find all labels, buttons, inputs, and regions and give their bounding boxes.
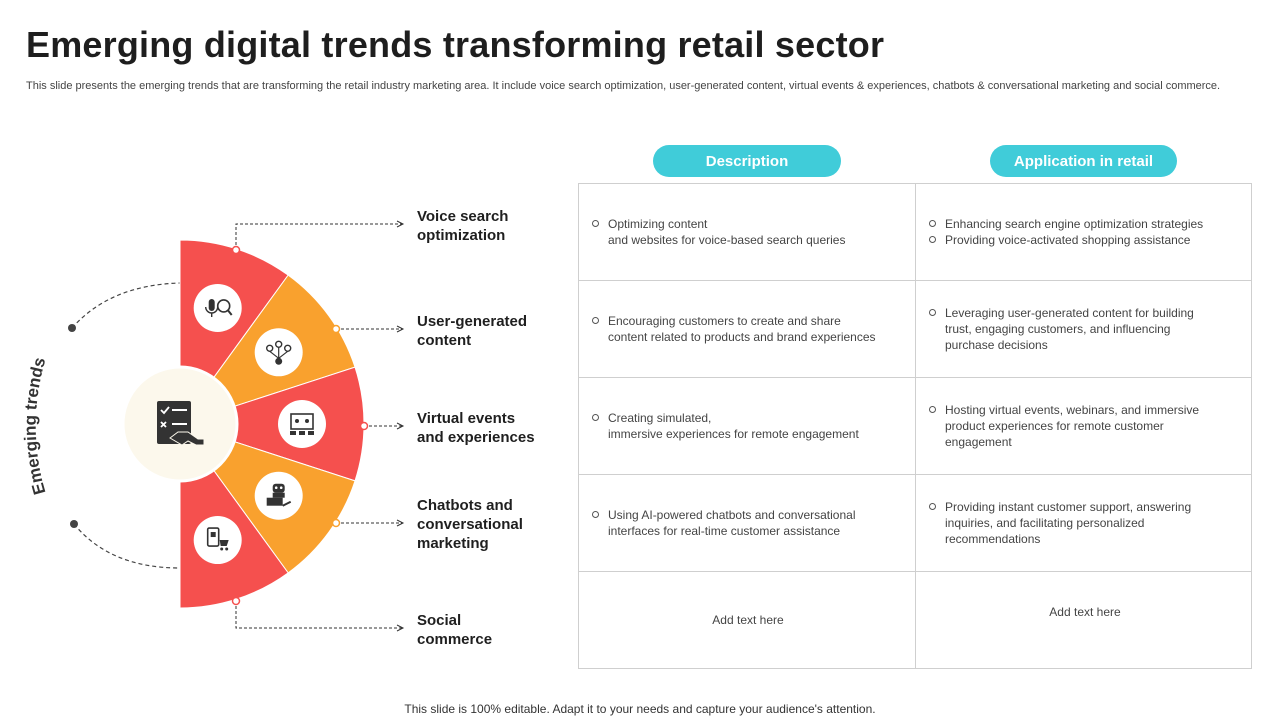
table-cell-application-placeholder[interactable]: Add text here [916, 564, 1252, 660]
connector-line [235, 223, 402, 250]
user-network-icon [266, 340, 292, 365]
lower-dashed-arc [73, 523, 181, 569]
slide-footer: This slide is 100% editable. Adapt it to… [404, 702, 876, 716]
table-cell-application: Enhancing search engine optimization str… [916, 184, 1252, 280]
table-cell-description: Using AI-powered chatbots and conversati… [579, 475, 915, 571]
table-cell-application: Hosting virtual events, webinars, and im… [916, 378, 1252, 474]
lower-arc-dot [70, 520, 78, 528]
bullet-text: Providing instant customer support, answ… [928, 499, 1242, 547]
connector-arrowhead [396, 220, 405, 228]
virtual-event-icon [290, 413, 314, 435]
connector-dot [359, 421, 369, 431]
connector-arrowhead [396, 422, 405, 430]
connector-dot [231, 596, 241, 606]
description-header: Description [653, 145, 841, 177]
connector-arrowhead [396, 624, 405, 632]
trend-connectors [231, 220, 405, 632]
bullet-text: Optimizing content and websites for voic… [591, 216, 905, 248]
table-cell-description-placeholder[interactable]: Add text here [579, 572, 915, 668]
trend-label-virtual-events: Virtual events and experiences [417, 410, 535, 446]
trends-diagram: Emerging trends [21, 220, 405, 632]
bullet-text: Creating simulated, immersive experience… [591, 410, 905, 442]
emerging-trends-label: Emerging trends [21, 355, 50, 496]
slide-subtitle: This slide presents the emerging trends … [26, 80, 1221, 92]
table-cell-application: Providing instant customer support, answ… [916, 475, 1252, 571]
upper-dashed-arc [71, 282, 181, 329]
bullet-text: Leveraging user-generated content for bu… [928, 305, 1242, 353]
connector-arrowhead [396, 325, 405, 333]
table-cell-application: Leveraging user-generated content for bu… [916, 281, 1252, 377]
table-row-divider [578, 571, 1252, 572]
chatbot-icon [266, 483, 292, 507]
voice-search-icon [205, 298, 233, 317]
social-shop-icon [206, 527, 229, 551]
table-cell-description: Creating simulated, immersive experience… [579, 378, 915, 474]
placeholder-text[interactable]: Add text here [1049, 605, 1121, 619]
table-cell-description: Encouraging customers to create and shar… [579, 281, 915, 377]
table-cell-description: Optimizing content and websites for voic… [579, 184, 915, 280]
connector-arrowhead [396, 519, 405, 527]
table-row-divider [578, 377, 1252, 378]
bullet-text: Enhancing search engine optimization str… [928, 216, 1242, 232]
bullet-text: Providing voice-activated shopping assis… [928, 232, 1242, 248]
trend-label-user-generated: User-generated content [417, 313, 528, 349]
application-header: Application in retail [990, 145, 1177, 177]
upper-arc-dot [68, 324, 76, 332]
connector-dot [331, 324, 341, 334]
table-row-divider [578, 280, 1252, 281]
connector-line [235, 601, 402, 629]
connector-dot [231, 245, 241, 255]
connector-dot [331, 518, 341, 528]
table-column-divider [915, 183, 916, 669]
table-row-divider [578, 474, 1252, 475]
segment-icon-circle [193, 516, 242, 565]
slide-title: Emerging digital trends transforming ret… [26, 24, 885, 65]
bullet-text: Using AI-powered chatbots and conversati… [591, 507, 905, 539]
checklist-handshake-icon [157, 401, 205, 446]
bullet-text: Encouraging customers to create and shar… [591, 313, 905, 345]
trend-label-chatbots: Chatbots and conversational marketing [417, 497, 523, 552]
bullet-text: Hosting virtual events, webinars, and im… [928, 402, 1242, 450]
trend-segments [178, 239, 365, 609]
trend-label-social-commerce: Social commerce [417, 612, 493, 648]
trend-label-voice-search: Voice search optimization [417, 208, 509, 244]
placeholder-text[interactable]: Add text here [712, 613, 784, 627]
segment-icon-circle [278, 400, 326, 448]
